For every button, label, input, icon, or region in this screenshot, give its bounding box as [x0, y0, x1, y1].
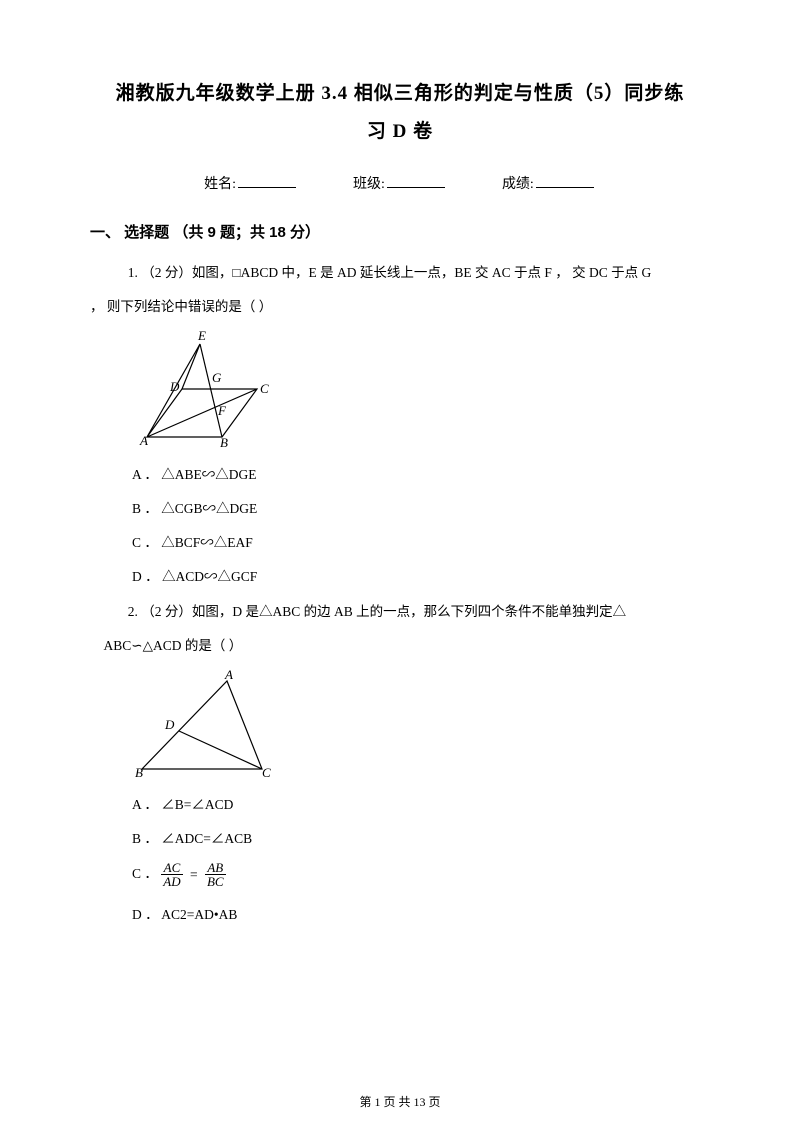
- q1-stem-b: ， 则下列结论中错误的是（ ）: [90, 294, 710, 320]
- grade-label: 成绩:: [502, 177, 534, 192]
- q1-stem-a: 1. （2 分）如图，□ABCD 中，E 是 AD 延长线上一点，BE 交 AC…: [90, 260, 710, 286]
- name-blank[interactable]: [238, 174, 296, 188]
- q2-option-d[interactable]: D ． AC2=AD•AB: [132, 903, 710, 923]
- q1-figure: E D C A B G F: [132, 329, 710, 449]
- class-blank[interactable]: [387, 174, 445, 188]
- svg-text:C: C: [260, 381, 269, 396]
- q1-option-c[interactable]: C ． △BCF∽△EAF: [132, 531, 710, 551]
- svg-text:A: A: [224, 669, 233, 682]
- svg-text:C: C: [262, 765, 271, 779]
- svg-text:A: A: [139, 433, 148, 448]
- svg-text:G: G: [212, 370, 222, 385]
- q1-option-a[interactable]: A ． △ABE∽△DGE: [132, 463, 710, 483]
- q2-figure: A B C D: [132, 669, 710, 779]
- q2-stem-b: ABC∽△ACD 的是（ ）: [90, 633, 710, 659]
- q2-c-frac1: AC AD: [161, 861, 182, 889]
- page-title: 湘教版九年级数学上册 3.4 相似三角形的判定与性质（5）同步练 习 D 卷: [90, 75, 710, 151]
- svg-text:B: B: [135, 765, 143, 779]
- page-footer: 第 1 页 共 13 页: [0, 1093, 800, 1110]
- q2-c-frac2: AB BC: [205, 861, 226, 889]
- equals-icon: =: [186, 867, 202, 883]
- svg-text:B: B: [220, 435, 228, 449]
- q2-option-c[interactable]: C ． AC AD = AB BC: [132, 861, 710, 889]
- svg-text:D: D: [164, 717, 175, 732]
- class-label: 班级:: [353, 177, 385, 192]
- q2-c-prefix: C ．: [132, 866, 161, 881]
- title-line2: 习 D 卷: [367, 121, 433, 142]
- svg-text:D: D: [169, 379, 180, 394]
- name-label: 姓名:: [204, 177, 236, 192]
- q1-option-d[interactable]: D ． △ACD∽△GCF: [132, 565, 710, 585]
- q2-stem-a: 2. （2 分）如图，D 是△ABC 的边 AB 上的一点，那么下列四个条件不能…: [90, 599, 710, 625]
- q1-options: A ． △ABE∽△DGE B ． △CGB∽△DGE C ． △BCF∽△EA…: [132, 463, 710, 585]
- q2-option-b[interactable]: B ． ∠ADC=∠ACB: [132, 827, 710, 847]
- q2-option-a[interactable]: A ． ∠B=∠ACD: [132, 793, 710, 813]
- svg-text:E: E: [197, 329, 206, 343]
- svg-text:F: F: [217, 403, 227, 418]
- q1-option-b[interactable]: B ． △CGB∽△DGE: [132, 497, 710, 517]
- grade-blank[interactable]: [536, 174, 594, 188]
- student-info: 姓名: 班级: 成绩:: [90, 173, 710, 193]
- q2-options: A ． ∠B=∠ACD B ． ∠ADC=∠ACB C ． AC AD = AB…: [132, 793, 710, 923]
- title-line1: 湘教版九年级数学上册 3.4 相似三角形的判定与性质（5）同步练: [116, 83, 685, 104]
- section-1-heading: 一、 选择题 （共 9 题；共 18 分）: [90, 221, 710, 242]
